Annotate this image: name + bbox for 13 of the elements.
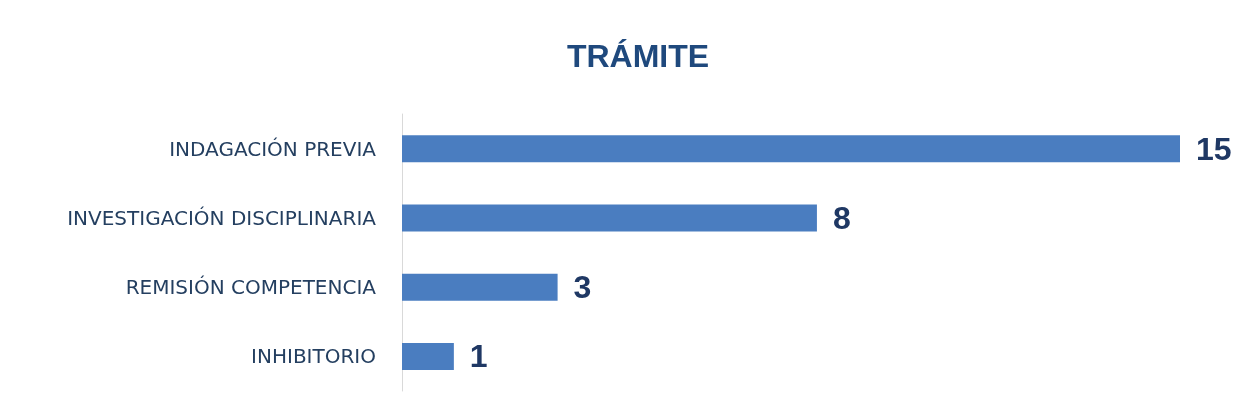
bar (402, 273, 558, 301)
data-label: 8 (832, 199, 851, 236)
data-label: 15 (1196, 130, 1232, 167)
y-tick-label: INDAGACIÓN PREVIA (169, 136, 377, 161)
bar (402, 204, 817, 232)
chart-title: TRÁMITE (566, 38, 710, 74)
y-tick-label: INHIBITORIO (251, 344, 376, 369)
bar (402, 135, 1180, 163)
y-tick-label: INVESTIGACIÓN DISCIPLINARIA (67, 205, 377, 230)
bar (402, 342, 454, 370)
data-label: 3 (573, 269, 592, 306)
y-tick-label: REMISIÓN COMPETENCIA (125, 275, 377, 300)
data-label: 1 (469, 338, 488, 375)
